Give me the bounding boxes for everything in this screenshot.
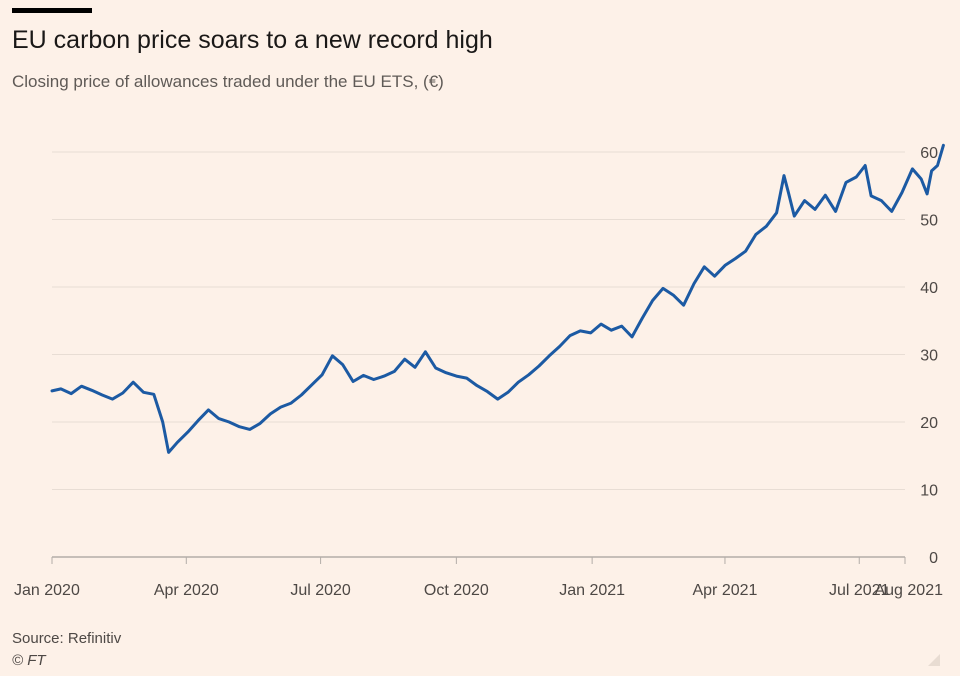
- x-tick-label: Oct 2020: [424, 582, 489, 599]
- top-rule: [12, 8, 92, 13]
- source-note: Source: Refinitiv: [12, 630, 122, 647]
- x-tick-label: Apr 2020: [154, 582, 219, 599]
- y-tick-label: 0: [929, 550, 938, 567]
- x-tick-label: Aug 2021: [874, 582, 943, 599]
- y-tick-label: 50: [920, 213, 938, 230]
- y-tick-label: 60: [920, 145, 938, 162]
- x-tick-label: Jul 2020: [290, 582, 351, 599]
- series-line: [50, 143, 945, 454]
- copyright-note: © FT: [12, 652, 46, 669]
- chart-subtitle: Closing price of allowances traded under…: [12, 72, 444, 91]
- y-tick-label: 20: [920, 415, 938, 432]
- x-axis: Jan 2020 Apr 2020 Jul 2020 Oct 2020 Jan 2021…: [14, 557, 943, 599]
- x-tick-label: Apr 2021: [692, 582, 757, 599]
- resize-corner-icon: [928, 654, 940, 666]
- x-tick-label: Jan 2020: [14, 582, 80, 599]
- x-tick-label: Jan 2021: [559, 582, 625, 599]
- series-layer: [50, 143, 945, 454]
- y-axis: 0 10 20 30 40 50 60: [920, 145, 938, 567]
- line-chart: Jan 2020 Apr 2020 Jul 2020 Oct 2020 Jan 2021…: [14, 143, 945, 599]
- y-tick-label: 10: [920, 483, 938, 500]
- y-tick-label: 30: [920, 348, 938, 365]
- y-tick-label: 40: [920, 280, 938, 297]
- x-tick-label: Jul 2021: [829, 582, 890, 599]
- chart-title: EU carbon price soars to a new record hi…: [12, 26, 493, 54]
- gridlines: [52, 151, 905, 558]
